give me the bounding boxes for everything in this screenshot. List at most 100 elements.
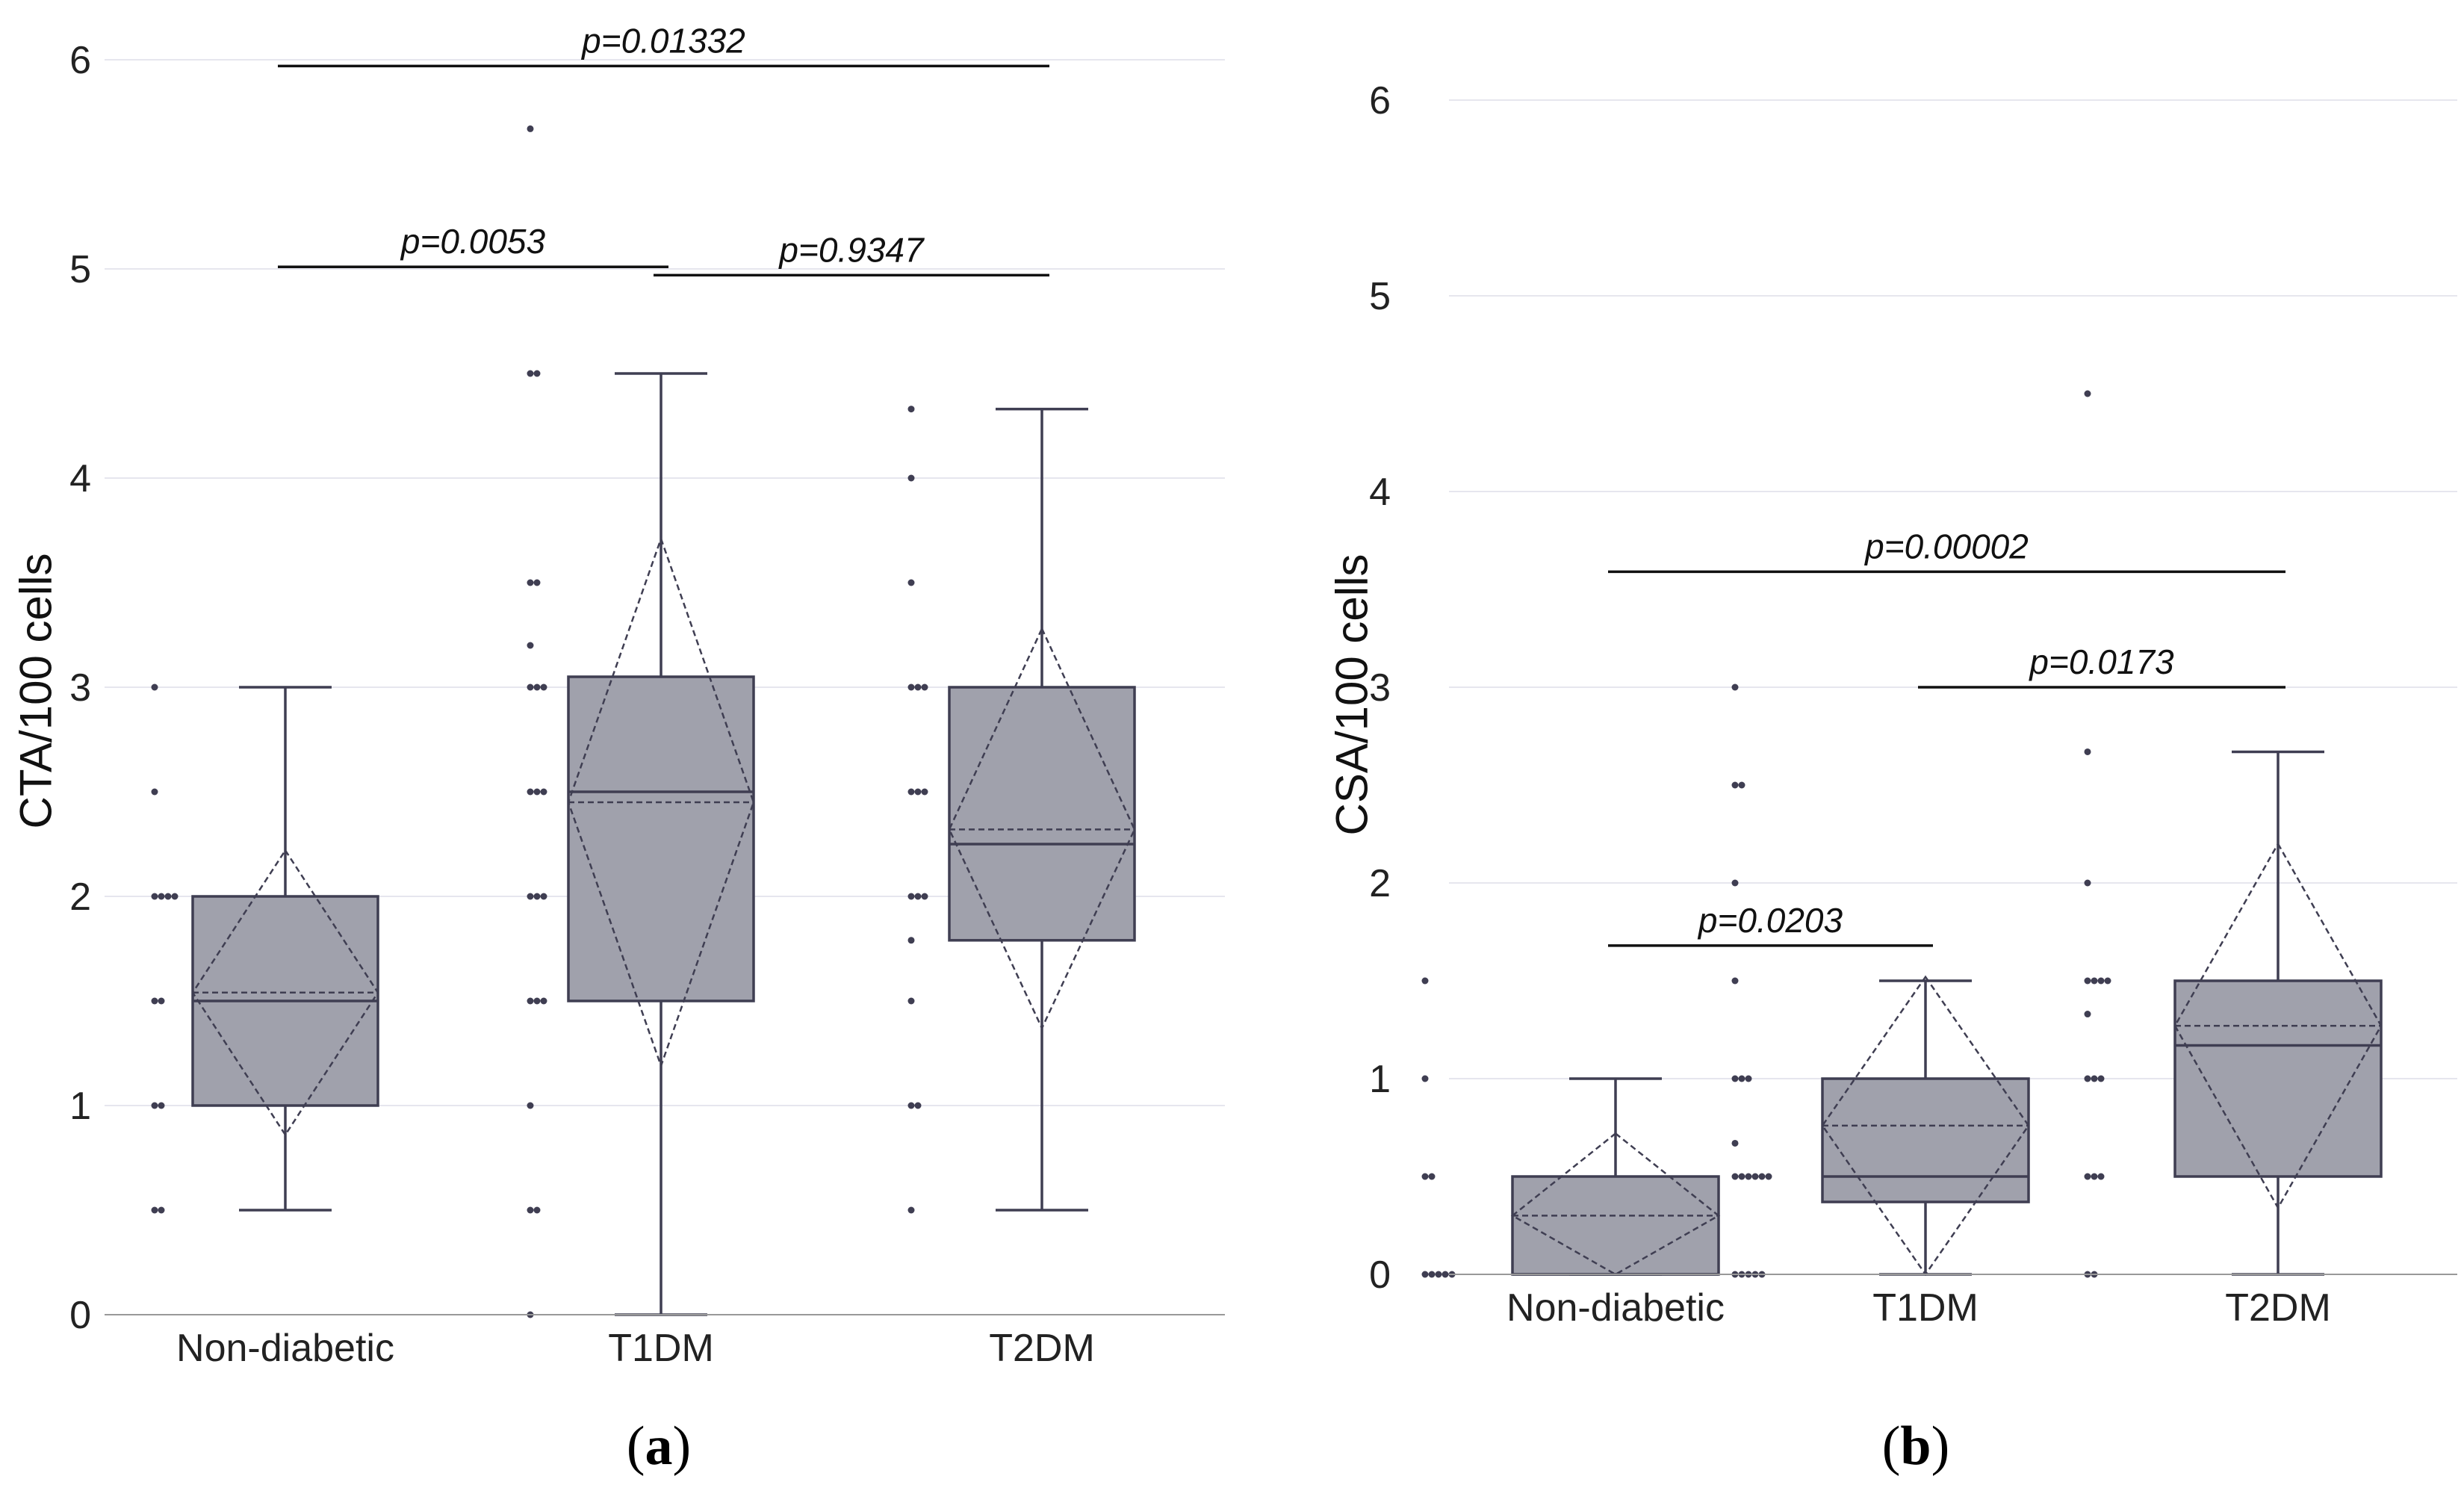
data-point — [527, 1206, 534, 1214]
data-point — [533, 370, 541, 377]
data-point — [2097, 1075, 2105, 1082]
box-body — [567, 675, 755, 1002]
data-point — [1421, 1173, 1429, 1180]
data-point — [1738, 1173, 1745, 1180]
y-tick-label: 4 — [69, 457, 91, 500]
y-axis-title-b: CSA/100 cells — [1327, 554, 1377, 836]
significance-brackets-b: p=0.00002 p=0.0173 p=0.0203 — [1608, 527, 2285, 947]
panel-label-b-close: ) — [1931, 1416, 1950, 1477]
p-value-label: p=0.0053 — [400, 222, 546, 261]
p-value-label: p=0.0203 — [1697, 901, 1843, 940]
data-point — [2097, 977, 2105, 985]
box-t2dm-a — [948, 407, 1136, 1212]
panel-label-a-letter: a — [645, 1416, 673, 1477]
panel-label-a: (a) — [627, 1416, 691, 1477]
data-point — [914, 893, 922, 900]
p-value-label: p=0.9347 — [778, 230, 925, 269]
sd-diamond — [2173, 842, 2383, 1210]
data-point — [907, 683, 915, 691]
data-point — [151, 1102, 158, 1109]
data-point — [1745, 1075, 1752, 1082]
grid-lines-b — [1449, 99, 2457, 1079]
data-point — [921, 683, 928, 691]
p-value-label: p=0.00002 — [1863, 527, 2029, 565]
data-point — [1745, 1173, 1752, 1180]
data-point — [527, 370, 534, 377]
x-tick-labels-a: Non-diabetic T1DM T2DM — [176, 1327, 1095, 1370]
data-point — [1731, 1173, 1739, 1180]
box-body — [2173, 979, 2383, 1178]
data-point — [1421, 977, 1429, 985]
data-point — [2091, 1173, 2098, 1180]
data-point — [2084, 390, 2091, 397]
data-point — [151, 893, 158, 900]
chart-panel-b: p=0.00002 p=0.0173 p=0.0203 0 1 2 3 4 5 6 Non-di… — [1327, 79, 2457, 1477]
data-point — [921, 788, 928, 796]
box-body — [1821, 1077, 2030, 1203]
x-tick-label: Non-diabetic — [176, 1327, 394, 1370]
y-tick-label: 0 — [69, 1294, 91, 1337]
data-point — [914, 1102, 922, 1109]
data-point — [151, 683, 158, 691]
data-point — [2084, 977, 2091, 985]
data-point — [540, 997, 547, 1005]
y-tick-label: 6 — [1369, 79, 1391, 123]
y-tick-labels-b: 0 1 2 3 4 5 6 — [1369, 79, 1391, 1297]
panel-label-b-letter: b — [1900, 1416, 1931, 1477]
data-point — [527, 579, 534, 586]
y-tick-label: 1 — [69, 1085, 91, 1128]
data-point — [1731, 1139, 1739, 1147]
y-tick-label: 5 — [69, 248, 91, 291]
panel-label-b-open: ( — [1882, 1416, 1901, 1477]
data-point — [1738, 1075, 1745, 1082]
data-point — [533, 997, 541, 1005]
data-point — [533, 579, 541, 586]
data-point — [158, 1102, 165, 1109]
data-point — [907, 788, 915, 796]
y-tick-label: 3 — [1369, 666, 1391, 710]
x-tick-label: T2DM — [2225, 1286, 2331, 1330]
data-point — [914, 788, 922, 796]
data-point — [907, 1206, 915, 1214]
data-point — [2084, 1011, 2091, 1018]
y-axis-title-a: CTA/100 cells — [11, 553, 61, 828]
data-points-a — [151, 125, 928, 1318]
data-point — [907, 893, 915, 900]
data-point — [2091, 977, 2098, 985]
y-tick-label: 2 — [69, 875, 91, 919]
data-point — [151, 788, 158, 796]
y-tick-label: 3 — [69, 666, 91, 710]
boxes-b — [1510, 750, 2383, 1277]
data-point — [151, 1206, 158, 1214]
sd-diamond — [191, 849, 379, 1137]
data-point — [540, 893, 547, 900]
data-point — [527, 683, 534, 691]
data-point — [1731, 977, 1739, 985]
y-tick-label: 6 — [69, 39, 91, 82]
data-point — [1428, 1173, 1436, 1180]
data-point — [1428, 1271, 1436, 1278]
data-point — [1731, 781, 1739, 789]
panel-label-b: (b) — [1882, 1416, 1949, 1477]
data-point — [2084, 1173, 2091, 1180]
data-point — [158, 997, 165, 1005]
y-tick-label: 5 — [1369, 275, 1391, 318]
data-point — [1421, 1271, 1429, 1278]
x-tick-labels-b: Non-diabetic T1DM T2DM — [1506, 1286, 2331, 1330]
sd-diamond — [567, 536, 755, 1069]
box-non-diabetic-b — [1510, 1077, 1721, 1276]
panel-label-a-open: ( — [627, 1416, 645, 1477]
data-point — [907, 474, 915, 482]
data-point — [1751, 1173, 1759, 1180]
data-point — [533, 788, 541, 796]
x-tick-label: T1DM — [608, 1327, 714, 1370]
data-point — [527, 642, 534, 649]
p-value-label: p=0.01332 — [580, 21, 745, 60]
data-point — [2084, 879, 2091, 887]
data-point — [151, 997, 158, 1005]
data-point — [1731, 1075, 1739, 1082]
sd-diamond — [1510, 1132, 1721, 1276]
data-point — [158, 1206, 165, 1214]
data-point — [527, 997, 534, 1005]
